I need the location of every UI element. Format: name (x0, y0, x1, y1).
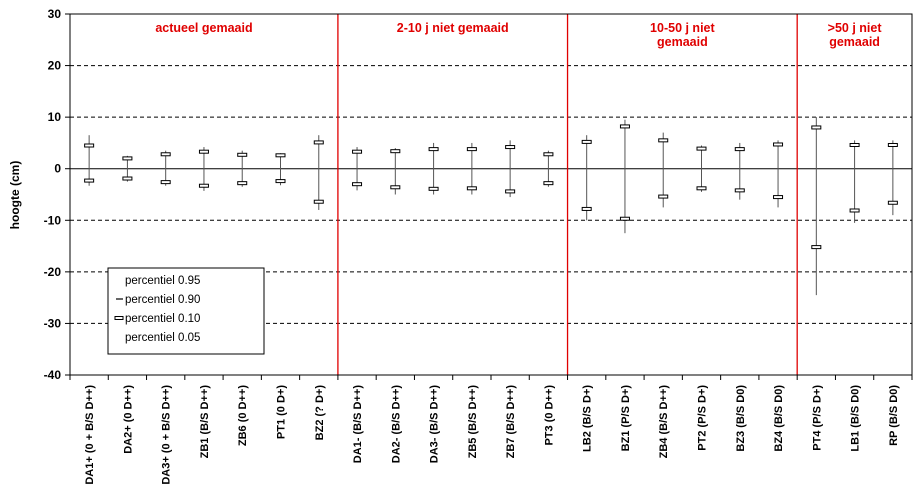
section-label: 10-50 j niet (650, 21, 715, 35)
marker-p90 (237, 152, 248, 157)
legend-entry: percentiel 0.90 (125, 294, 200, 306)
marker-p10 (390, 185, 401, 190)
marker-p90 (198, 149, 209, 154)
category-label: ZB7 (B/S D++) (505, 385, 517, 459)
marker-p10 (773, 195, 784, 200)
category-label: PT2 (P/S D+) (697, 385, 709, 451)
marker-p10 (84, 178, 95, 183)
category-label: DA2+ (0 D++) (122, 385, 134, 454)
category-label: PT4 (P/S D+) (811, 385, 823, 451)
marker-p90 (390, 149, 401, 154)
marker-p10 (198, 183, 209, 188)
marker-p10 (237, 181, 248, 186)
category-label: BZ4 (B/S D0) (773, 385, 785, 452)
marker-p10 (466, 186, 477, 191)
section-label: gemaaid (829, 35, 880, 49)
section-labels: actueel gemaaid 2-10 j niet gemaaid 10-50 … (155, 21, 882, 49)
marker-p10 (543, 181, 554, 186)
marker-p90 (887, 142, 898, 147)
category-label: LB1 (B/S D0) (850, 385, 862, 452)
category-label: RP (B/S D0) (888, 385, 900, 446)
marker-p90 (658, 138, 669, 143)
legend: percentiel 0.95 percentiel 0.90 percentiel… (107, 267, 265, 355)
section-dividers (337, 14, 798, 375)
category-label: DA1+ (0 + B/S D++) (84, 385, 96, 485)
marker-p10 (352, 182, 363, 187)
marker-p90 (696, 146, 707, 151)
y-tick-label: 30 (48, 7, 62, 21)
marker-p90 (122, 156, 133, 161)
marker-p90 (849, 142, 860, 147)
y-tick-label: -30 (44, 316, 62, 330)
marker-p10 (275, 179, 286, 184)
marker-p90 (352, 149, 363, 154)
marker-p90 (84, 143, 95, 148)
axes (65, 13, 913, 380)
category-label: LB2 (B/S D+) (582, 385, 594, 452)
marker-p90 (275, 153, 286, 158)
marker-p90 (543, 152, 554, 157)
marker-p10 (811, 245, 822, 250)
marker-p10 (428, 186, 439, 191)
y-tick-labels: -40 -30 -20 -10 0 10 20 30 (44, 7, 62, 382)
marker-p90 (581, 139, 592, 144)
category-label: BZ3 (B/S D0) (735, 385, 747, 452)
category-label: DA3+ (0 + B/S D++) (161, 385, 173, 485)
y-tick-label: 0 (54, 162, 61, 176)
marker-p10 (734, 188, 745, 193)
section-label: actueel gemaaid (155, 21, 252, 35)
x-category-labels: DA1+ (0 + B/S D++) DA2+ (0 D++) DA3+ (0 + … (84, 385, 900, 485)
legend-entry: percentiel 0.10 (125, 313, 200, 325)
category-label: ZB4 (B/S D++) (658, 385, 670, 459)
whiskers (84, 117, 898, 296)
marker-p10 (619, 216, 630, 221)
legend-entry: percentiel 0.95 (125, 275, 200, 287)
marker-p90 (428, 147, 439, 152)
marker-p90 (619, 124, 630, 129)
category-label: DA1- (B/S D++) (352, 385, 364, 464)
y-tick-label: 10 (48, 110, 62, 124)
marker-p90 (505, 145, 516, 150)
marker-p90 (773, 142, 784, 147)
category-label: BZ2 (? D+) (314, 385, 326, 441)
marker-p90 (466, 147, 477, 152)
marker-p10 (581, 206, 592, 211)
legend-entry: percentiel 0.05 (125, 332, 200, 344)
section-label: 2-10 j niet gemaaid (397, 21, 509, 35)
y-axis-title: hoogte (cm) (8, 161, 22, 230)
category-label: DA3- (B/S D++) (429, 385, 441, 464)
marker-p10 (849, 208, 860, 213)
legend-marker-p10 (114, 316, 124, 320)
marker-p10 (505, 189, 516, 194)
category-label: ZB6 (0 D++) (237, 385, 249, 446)
category-label: PT3 (0 D++) (543, 385, 555, 446)
category-label: DA2- (B/S D++) (390, 385, 402, 464)
marker-p10 (122, 176, 133, 181)
category-label: ZB5 (B/S D++) (467, 385, 479, 459)
y-tick-label: -20 (44, 265, 62, 279)
section-label: >50 j niet (828, 21, 883, 35)
legend-box (107, 267, 265, 355)
marker-p90 (160, 152, 171, 157)
marker-p10 (887, 200, 898, 205)
y-tick-label: -10 (44, 213, 62, 227)
marker-p10 (658, 194, 669, 199)
marker-p10 (160, 180, 171, 185)
category-label: PT1 (0 D+) (276, 385, 288, 439)
category-label: BZ1 (P/S D+) (620, 385, 632, 452)
y-tick-label: -40 (44, 368, 62, 382)
y-tick-label: 20 (48, 59, 62, 73)
marker-p90 (811, 125, 822, 130)
marker-p10 (313, 199, 324, 204)
category-label: ZB1 (B/S D++) (199, 385, 211, 459)
section-label: gemaaid (657, 35, 708, 49)
marker-p10 (696, 186, 707, 191)
marker-p90 (734, 147, 745, 152)
marker-p90 (313, 140, 324, 145)
